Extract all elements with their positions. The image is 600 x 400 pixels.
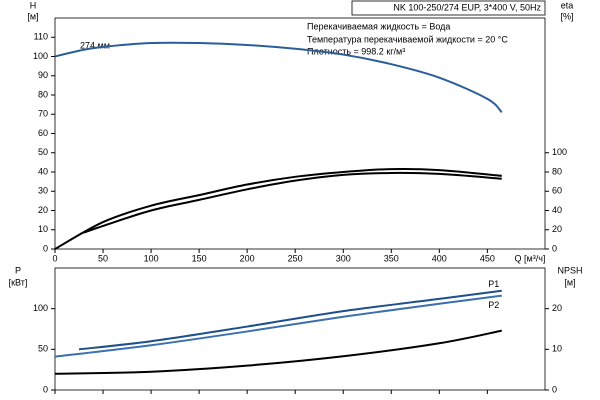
x-tick-label: 100 <box>144 253 159 263</box>
y2-axis-label: eta <box>561 0 574 10</box>
x-tick-label: 50 <box>98 253 108 263</box>
x-tick-label: 200 <box>240 253 255 263</box>
x-axis-label: Q [м³/ч] <box>515 253 546 263</box>
y2-tick-label: 0 <box>552 384 557 394</box>
curve <box>54 167 502 250</box>
y-tick-label: 70 <box>38 109 48 119</box>
x-tick-label: 450 <box>480 253 495 263</box>
y2-tick-label: 0 <box>552 243 557 253</box>
series-label: P2 <box>488 300 499 310</box>
y2-axis-label: [м] <box>564 277 575 287</box>
y-tick-label: 0 <box>43 243 48 253</box>
y-axis-label: H <box>30 0 37 10</box>
y2-tick-label: 60 <box>552 186 562 196</box>
info-text: Плотность = 998.2 кг/м³ <box>307 46 405 56</box>
plot-frame <box>54 267 546 391</box>
x-tick-label: 0 <box>52 253 57 263</box>
y-tick-label: 90 <box>38 70 48 80</box>
y-tick-label: 50 <box>38 147 48 157</box>
y-tick-label: 60 <box>38 128 48 138</box>
y2-tick-label: 20 <box>552 303 562 313</box>
y-axis-label: [кВт] <box>9 277 28 287</box>
y-tick-label: 40 <box>38 166 48 176</box>
y2-tick-label: 100 <box>552 147 567 157</box>
y2-axis-label: [%] <box>560 11 573 21</box>
y-tick-label: 110 <box>34 32 48 42</box>
curve <box>54 294 502 358</box>
chart-title: NK 100-250/274 EUP, 3*400 V, 50Hz <box>393 2 541 12</box>
y-tick-label: 10 <box>38 224 48 234</box>
curve <box>83 171 502 234</box>
annotation: 274 мм <box>80 40 110 50</box>
title-box <box>351 0 546 16</box>
curve <box>54 41 503 114</box>
y2-tick-label: 10 <box>552 344 562 354</box>
y-tick-label: 30 <box>38 186 48 196</box>
y2-tick-label: 20 <box>552 224 562 234</box>
info-text: Температура перекачиваемой жидкости = 20… <box>307 34 508 44</box>
curve <box>54 329 502 375</box>
y-tick-label: 100 <box>33 51 48 61</box>
curve <box>78 289 502 351</box>
y-tick-label: 50 <box>38 344 48 354</box>
x-tick-label: 250 <box>288 253 303 263</box>
plot-frame <box>54 17 546 250</box>
y2-axis-label: NPSH <box>557 265 582 275</box>
y-tick-label: 100 <box>33 303 48 313</box>
y-tick-label: 0 <box>43 384 48 394</box>
y-tick-label: 80 <box>38 89 48 99</box>
y-tick-label: 20 <box>38 205 48 215</box>
y2-tick-label: 80 <box>552 166 562 176</box>
x-tick-label: 350 <box>384 253 399 263</box>
x-tick-label: 400 <box>432 253 447 263</box>
x-tick-label: 300 <box>336 253 351 263</box>
y-axis-label: P <box>15 265 21 275</box>
series-label: P1 <box>488 279 499 289</box>
info-text: Перекачиваемая жидкость = Вода <box>307 21 450 31</box>
x-tick-label: 150 <box>192 253 207 263</box>
y2-tick-label: 40 <box>552 205 562 215</box>
y-axis-label: [м] <box>27 11 38 21</box>
